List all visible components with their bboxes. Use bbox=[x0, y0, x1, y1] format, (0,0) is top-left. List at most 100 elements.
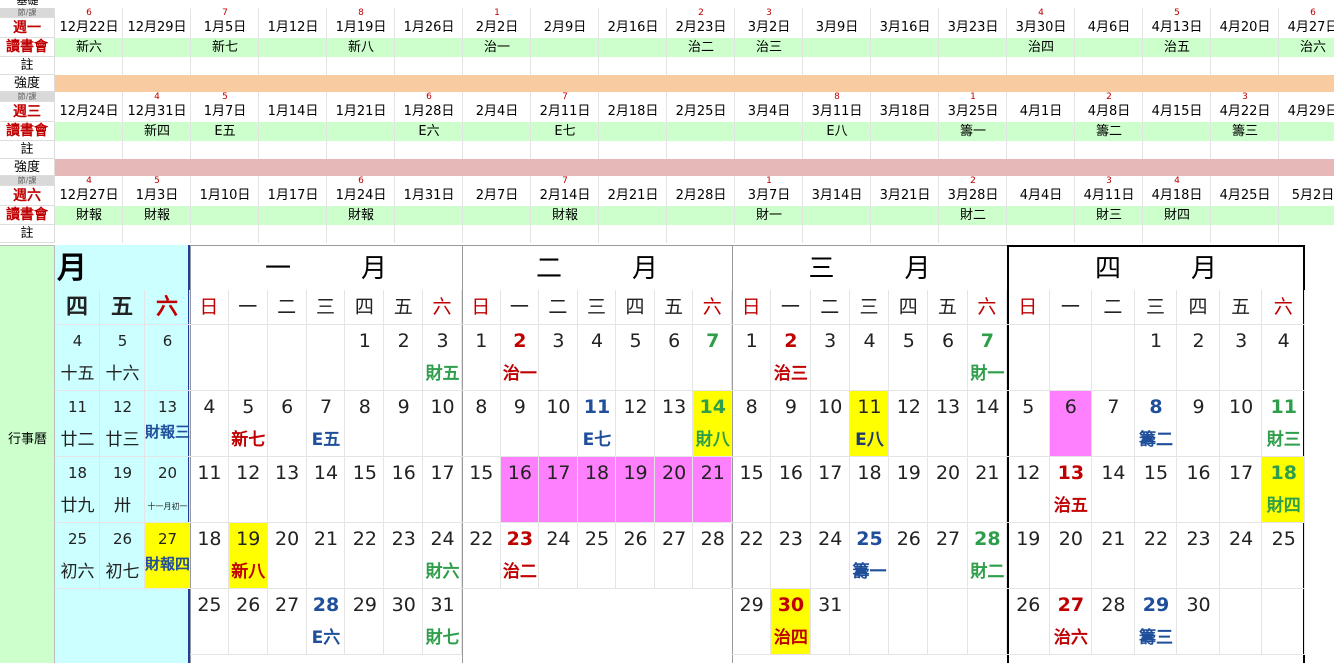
weekday: 一 bbox=[228, 290, 268, 325]
day-number: 19 bbox=[896, 462, 921, 484]
club-session: 籌二 bbox=[1095, 124, 1122, 139]
day-number: 4 bbox=[863, 330, 876, 352]
lesson-number: 6 bbox=[426, 92, 432, 102]
column-grid bbox=[531, 8, 599, 75]
column-grid bbox=[463, 176, 531, 243]
day-number: 6 bbox=[942, 330, 955, 352]
date: 4月22日 bbox=[1219, 104, 1271, 119]
date: 3月11日 bbox=[811, 104, 863, 119]
date: 1月3日 bbox=[135, 188, 179, 203]
day-cell bbox=[1177, 589, 1220, 655]
day-cell bbox=[1049, 325, 1093, 391]
day-note: 籌一 bbox=[852, 562, 887, 582]
day-cell bbox=[771, 589, 811, 655]
lesson-number: 8 bbox=[358, 8, 364, 18]
day-number: 6 bbox=[281, 396, 294, 418]
day-number: 5 bbox=[1022, 396, 1035, 418]
day-number: 2 bbox=[397, 330, 410, 352]
day-number: 23 bbox=[778, 528, 804, 550]
weekday: 一 bbox=[500, 290, 540, 325]
column-grid bbox=[395, 92, 463, 159]
month-title: 三月 bbox=[808, 254, 1001, 284]
intensity-band bbox=[55, 75, 1334, 92]
day-number: 27 bbox=[935, 528, 961, 550]
column-grid bbox=[599, 8, 667, 75]
day-number: 21 bbox=[313, 528, 339, 550]
date: 3月16日 bbox=[879, 20, 931, 35]
day-number: 11 bbox=[67, 398, 88, 416]
day-number: 17 bbox=[818, 462, 843, 484]
date: 1月26日 bbox=[403, 20, 455, 35]
column-grid bbox=[1075, 8, 1143, 75]
day-number: 21 bbox=[975, 462, 1000, 484]
day-cell bbox=[928, 589, 968, 655]
month-title: 四月 bbox=[1094, 254, 1287, 284]
weekday: 二 bbox=[539, 290, 578, 325]
day-number: 27 bbox=[275, 594, 300, 616]
day-note: 財七 bbox=[425, 628, 460, 648]
day-note: E八 bbox=[855, 430, 884, 450]
day-cell bbox=[967, 391, 1007, 457]
day-cell bbox=[889, 589, 929, 655]
day-cell bbox=[55, 523, 100, 589]
day-cell bbox=[423, 589, 462, 655]
day-note: 財一 bbox=[970, 364, 1005, 384]
day-cell bbox=[693, 325, 732, 391]
day-cell bbox=[693, 457, 732, 523]
date: 2月21日 bbox=[607, 188, 659, 203]
date: 1月10日 bbox=[199, 188, 251, 203]
column-grid bbox=[55, 8, 123, 75]
day-number: 10 bbox=[546, 396, 571, 418]
day-cell bbox=[928, 523, 968, 589]
day-cell bbox=[1262, 589, 1305, 655]
day-number: 13 bbox=[157, 398, 178, 416]
date: 2月16日 bbox=[607, 20, 659, 35]
day-cell bbox=[1134, 325, 1178, 391]
day-cell bbox=[267, 457, 307, 523]
day-number: 29 bbox=[1142, 594, 1170, 616]
day-cell bbox=[539, 325, 578, 391]
weekday: 五 bbox=[100, 290, 145, 325]
club-session: 新八 bbox=[347, 40, 374, 55]
day-cell bbox=[732, 589, 772, 655]
date: 4月1日 bbox=[1019, 104, 1063, 119]
month-panel bbox=[1007, 245, 1305, 663]
day-label: 週六 bbox=[0, 186, 55, 206]
day-cell bbox=[849, 457, 890, 523]
day-cell bbox=[100, 391, 145, 457]
club-band bbox=[55, 122, 1334, 141]
date: 12月24日 bbox=[59, 104, 119, 119]
column-grid bbox=[55, 176, 123, 243]
day-number: 22 bbox=[739, 528, 764, 550]
day-note: 廿二 bbox=[60, 430, 95, 450]
day-cell bbox=[849, 589, 890, 655]
weekday: 五 bbox=[1219, 290, 1263, 325]
date: 3月9日 bbox=[815, 20, 859, 35]
day-cell bbox=[1134, 589, 1178, 655]
date: 1月21日 bbox=[335, 104, 387, 119]
day-number: 28 bbox=[700, 528, 725, 550]
day-cell bbox=[100, 523, 145, 589]
day-number: 22 bbox=[352, 528, 377, 550]
day-number: 12 bbox=[896, 396, 921, 418]
weekday: 四 bbox=[55, 290, 100, 325]
column-grid bbox=[327, 176, 395, 243]
date: 3月21日 bbox=[879, 188, 931, 203]
column-grid bbox=[327, 8, 395, 75]
day-cell bbox=[1049, 589, 1093, 655]
day-number: 24 bbox=[430, 528, 455, 550]
column-grid bbox=[803, 176, 871, 243]
column-grid bbox=[463, 92, 531, 159]
day-cell bbox=[1007, 523, 1050, 589]
day-cell bbox=[228, 523, 268, 589]
weekday: 三 bbox=[849, 290, 890, 325]
intensity-label: 強度 bbox=[0, 159, 55, 176]
day-cell bbox=[500, 325, 540, 391]
day-number: 10 bbox=[430, 396, 455, 418]
day-cell bbox=[423, 325, 462, 391]
column-grid bbox=[599, 92, 667, 159]
day-number: 1 bbox=[358, 330, 371, 352]
column-grid bbox=[123, 92, 191, 159]
weekday: 三 bbox=[1134, 290, 1178, 325]
column-grid bbox=[667, 92, 735, 159]
